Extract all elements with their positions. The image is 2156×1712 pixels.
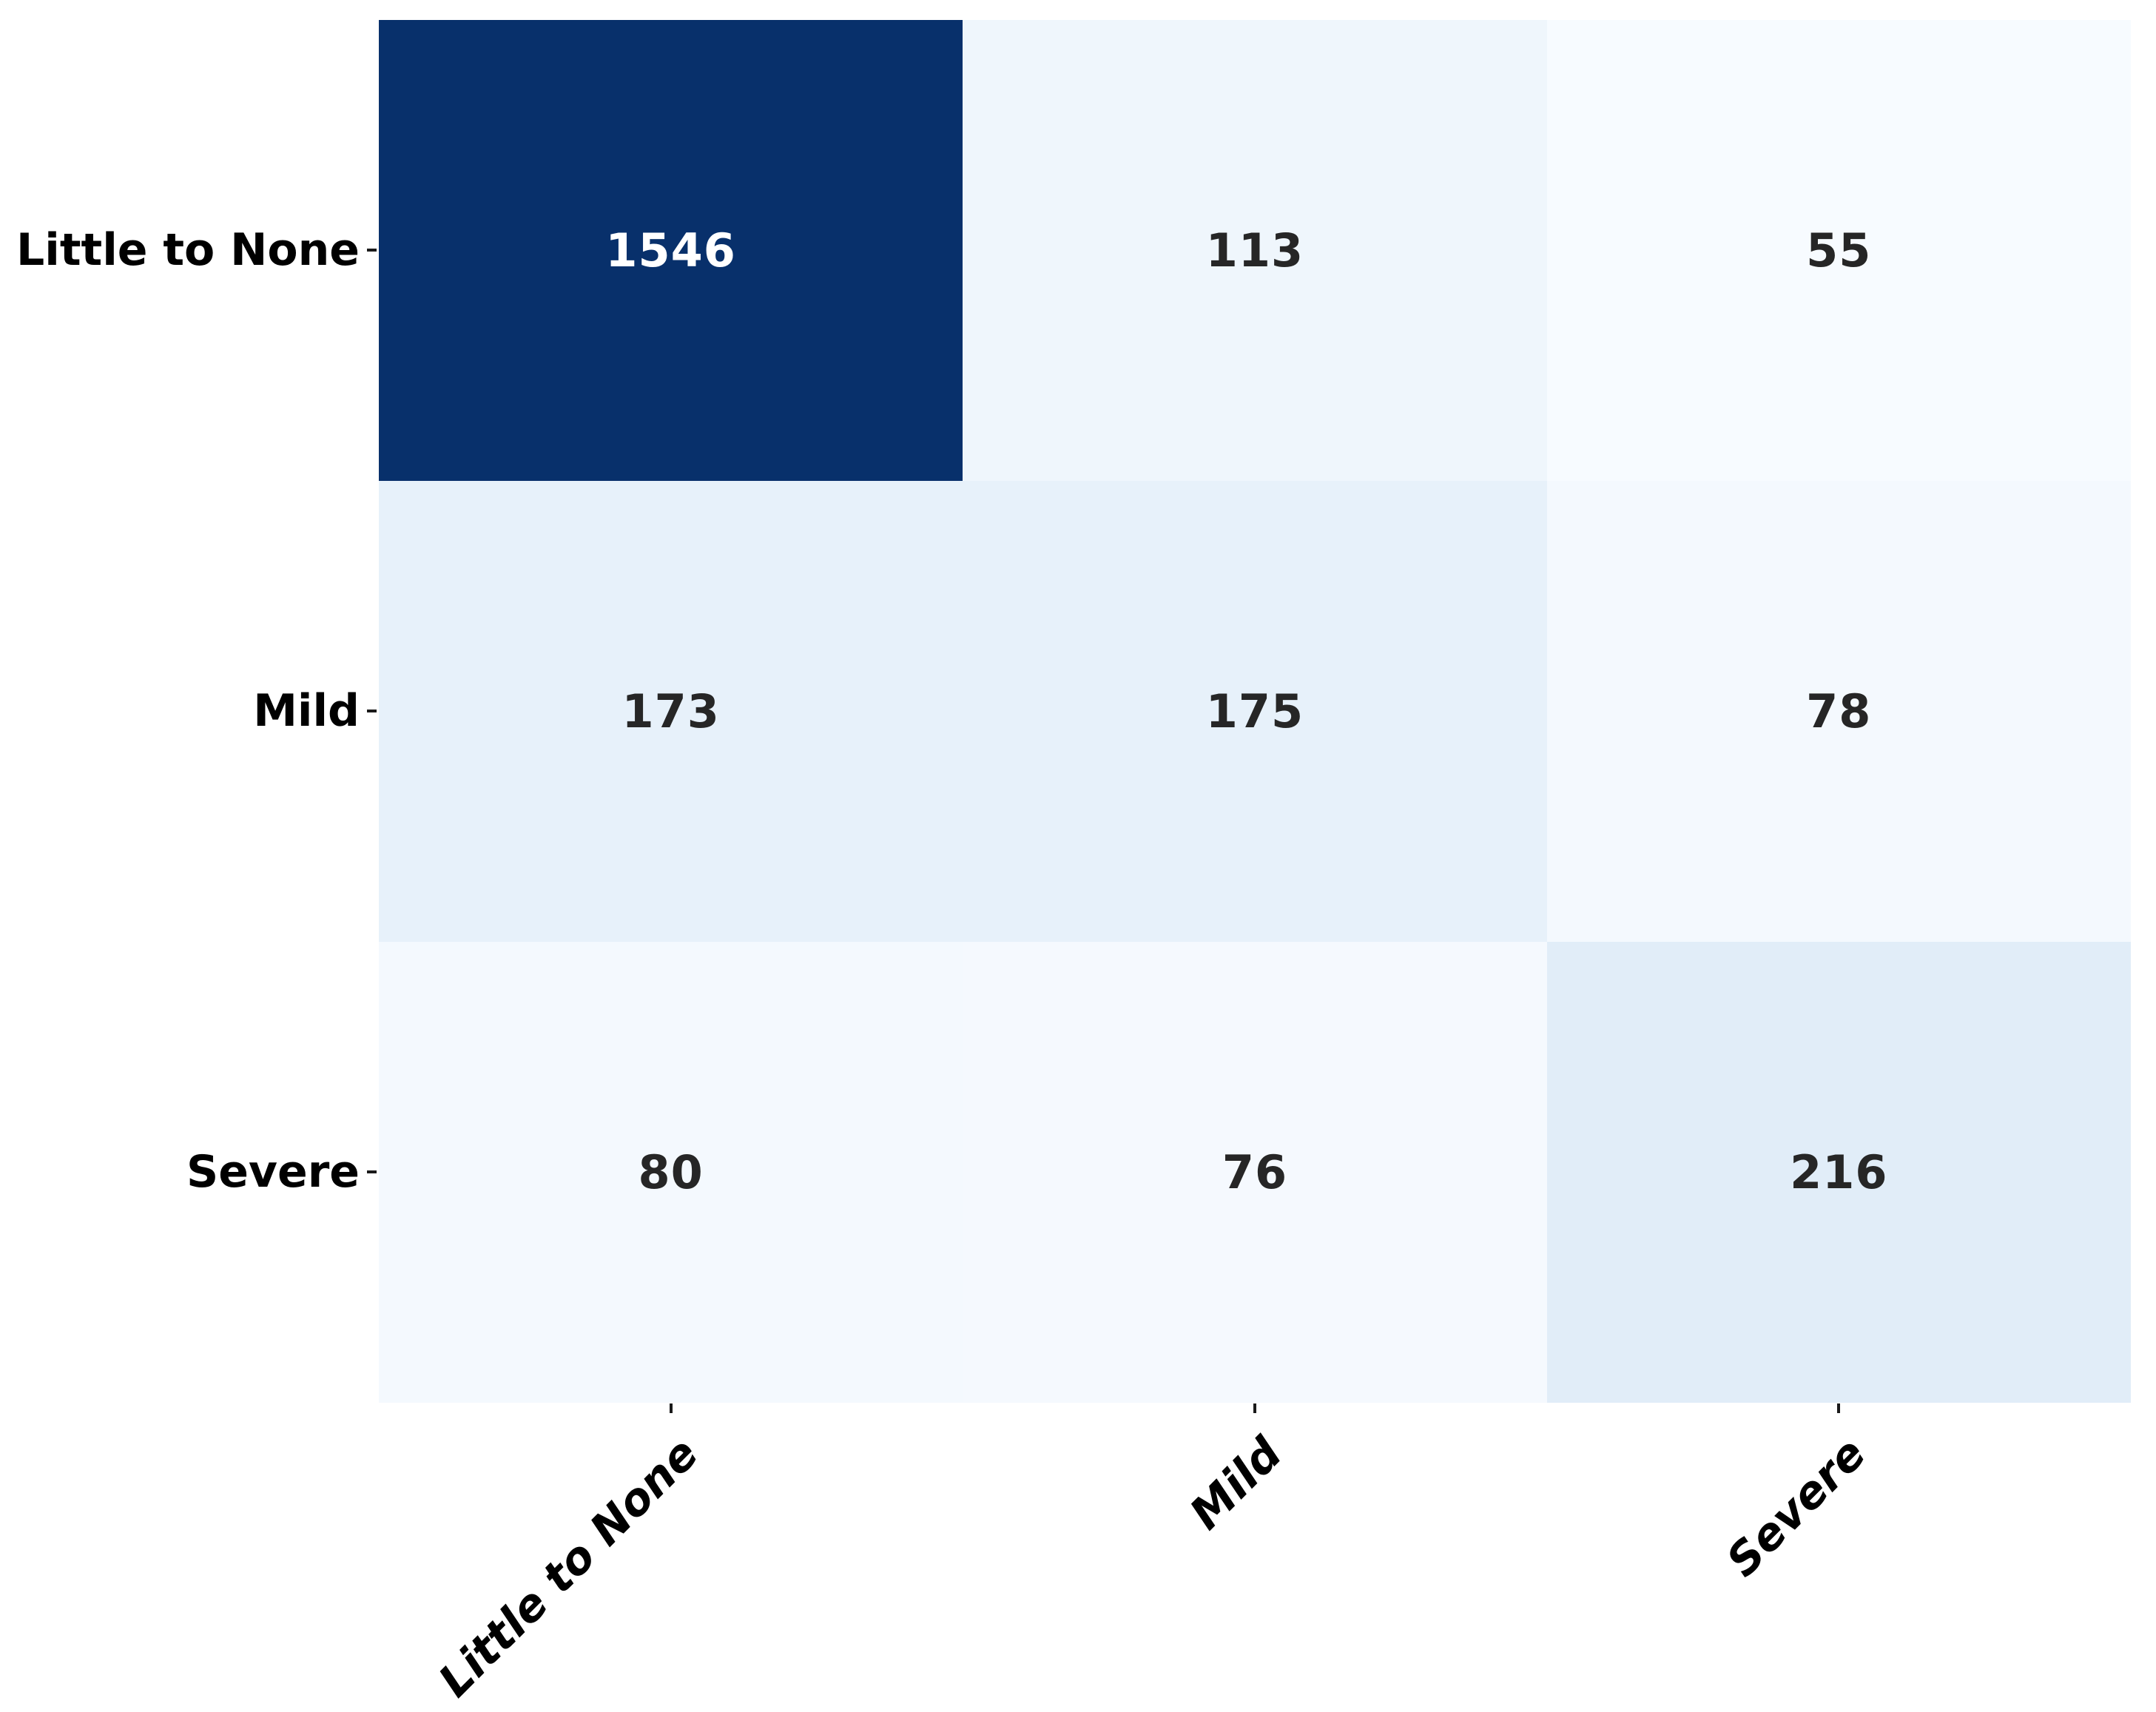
cell-value: 175	[1205, 684, 1304, 738]
cell-value: 216	[1790, 1145, 1888, 1199]
cell-value: 78	[1806, 684, 1872, 738]
heatmap-cell: 216	[1546, 942, 2131, 1403]
heatmap-cell: 55	[1546, 20, 2131, 481]
heatmap-grid: 1546 113 55 173 175 78 80 76 216	[379, 20, 2131, 1403]
heatmap-cell: 1546	[379, 20, 963, 481]
x-tick-label-severe: Severe	[1717, 1427, 1876, 1587]
cell-value: 76	[1222, 1145, 1288, 1199]
heatmap-cell: 175	[963, 481, 1547, 942]
x-tick-label-mild: Mild	[1180, 1427, 1293, 1540]
heatmap-cell: 173	[379, 481, 963, 942]
y-tick-label-mild: Mild	[253, 685, 360, 737]
cell-value: 1546	[605, 223, 736, 277]
y-tick-label-little-to-none: Little to None	[16, 224, 360, 276]
y-tick-label-severe: Severe	[186, 1146, 360, 1198]
cell-value: 173	[621, 684, 720, 738]
heatmap-cell: 80	[379, 942, 963, 1403]
heatmap-cell: 78	[1546, 481, 2131, 942]
cell-value: 113	[1205, 223, 1304, 277]
x-tick-mark	[1837, 1403, 1840, 1413]
cell-value: 80	[638, 1145, 704, 1199]
x-tick-label-little-to-none: Little to None	[428, 1427, 709, 1708]
x-tick-mark	[1253, 1403, 1256, 1413]
y-tick-mark	[367, 710, 377, 712]
heatmap-cell: 76	[963, 942, 1547, 1403]
x-tick-mark	[670, 1403, 673, 1413]
y-tick-mark	[367, 1170, 377, 1173]
heatmap-cell: 113	[963, 20, 1547, 481]
cell-value: 55	[1806, 223, 1872, 277]
y-tick-mark	[367, 249, 377, 252]
